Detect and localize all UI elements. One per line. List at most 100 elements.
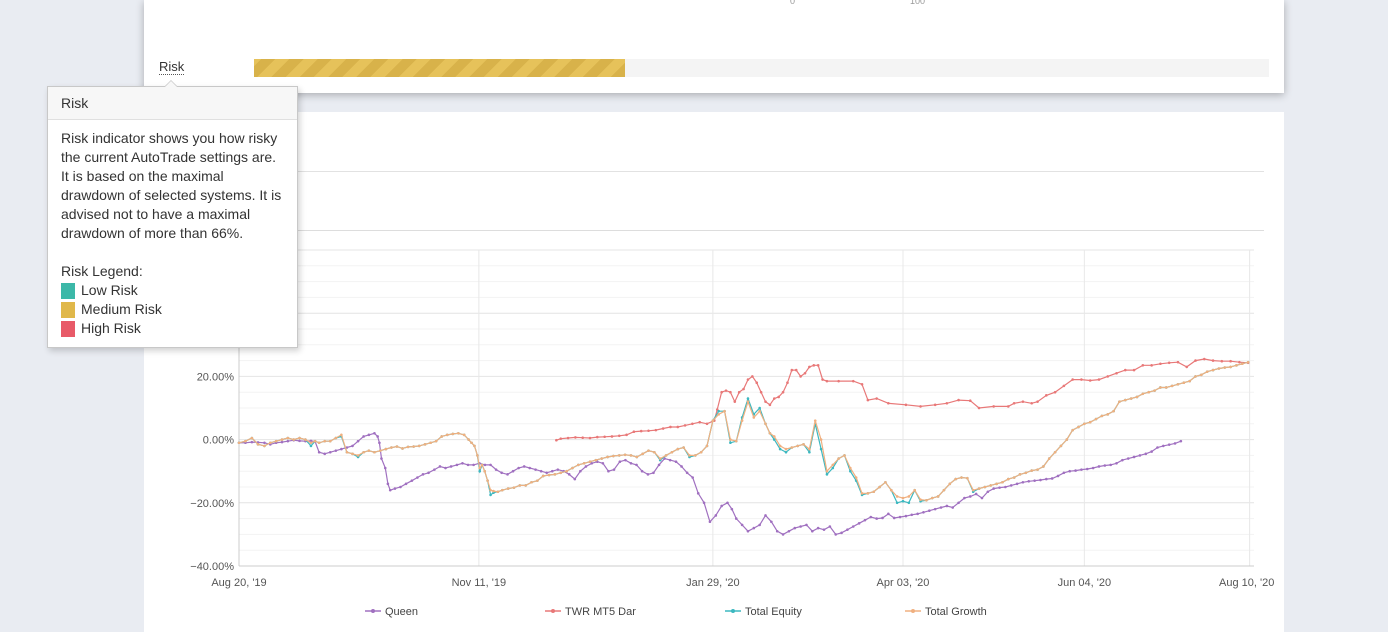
risk-label[interactable]: Risk [159,59,185,75]
data-point [263,441,266,445]
data-point [440,435,444,438]
data-point [489,463,492,467]
data-point [851,379,855,383]
data-point [334,449,338,452]
data-point [506,487,510,490]
data-point [590,462,594,465]
data-point [768,403,772,407]
data-point [1150,364,1153,367]
data-point [573,477,577,481]
data-point [401,447,404,450]
data-point [887,512,890,516]
data-point [286,436,290,440]
data-point [534,468,537,471]
data-point [683,424,687,427]
y-tick-label: −20.00% [190,498,234,510]
data-point [904,403,908,407]
data-point [1159,362,1162,366]
data-point [635,463,638,467]
data-point [1083,422,1086,426]
data-point [784,450,788,454]
data-point [720,390,723,394]
data-point [492,489,495,493]
data-point [582,462,586,465]
data-point [632,430,636,434]
data-point [714,514,718,517]
data-point [1091,466,1095,470]
data-point [384,447,388,451]
data-point [518,484,522,487]
data-point [729,441,732,445]
data-point [1045,394,1048,397]
data-point [1229,359,1232,363]
data-point [1109,463,1112,467]
data-point [831,466,835,470]
data-point [663,457,666,460]
risk-bar [254,59,1269,77]
data-point [1173,442,1177,445]
data-point [851,525,855,528]
data-point [933,403,937,407]
data-point [1220,359,1224,363]
data-point [770,520,773,524]
data-point [821,378,824,381]
data-point [668,458,672,462]
data-point [746,397,750,400]
series-line-total-growth [238,361,1249,501]
data-point [813,419,817,422]
data-point [740,523,744,527]
risk-bar-fill [254,59,626,77]
data-point [1179,439,1183,443]
data-point [939,506,943,509]
data-point [596,435,599,439]
data-point [945,504,949,508]
data-point [340,447,343,451]
data-point [930,496,934,500]
mini-axis-tick: 0 [790,0,796,6]
data-point [1118,400,1121,403]
data-point [588,436,592,440]
main-panel: it [144,112,1284,632]
data-point [954,477,957,481]
data-point [799,525,802,528]
data-point [1080,378,1083,381]
data-point [734,439,738,443]
data-point [989,484,993,487]
data-point [309,439,313,443]
data-point [536,479,539,482]
data-point [317,441,321,445]
data-point [328,450,332,454]
data-point [1144,452,1148,456]
data-point [717,413,721,416]
data-point [328,439,332,443]
data-point [647,449,650,452]
data-point [268,441,272,445]
data-point [410,479,414,482]
data-point [777,395,780,399]
data-point [925,498,928,502]
data-point [1050,477,1054,480]
data-point [1015,482,1019,486]
data-point [1176,383,1180,386]
data-point [971,488,975,492]
data-point [887,401,890,405]
data-point [512,486,516,489]
data-point [802,443,805,446]
data-point [1053,390,1057,394]
data-point [786,381,789,385]
data-point [863,518,867,522]
data-point [274,439,278,443]
data-point [1106,413,1110,416]
data-point [1071,378,1074,381]
data-point [816,364,820,367]
x-tick-label: Jun 04, '20 [1058,577,1111,589]
data-point [948,482,952,486]
data-point [781,390,785,394]
data-point [594,458,598,462]
data-point [367,449,371,452]
data-point [1024,471,1028,475]
x-tick-label: Apr 03, '20 [877,577,930,589]
data-point [1217,367,1221,370]
data-point [378,441,381,445]
data-point [1074,469,1077,472]
